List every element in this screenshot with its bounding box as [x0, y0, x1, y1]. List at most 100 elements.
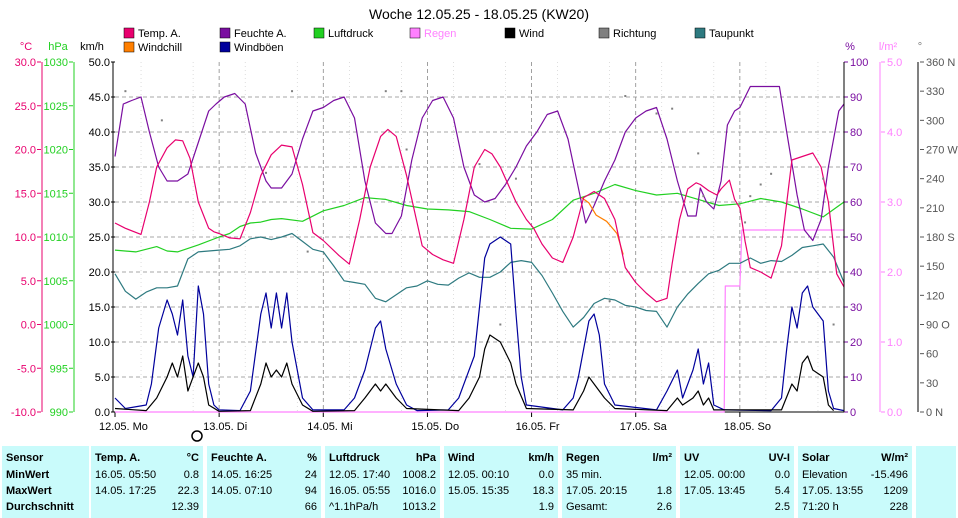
stats-row: 71:20 h 228 — [798, 499, 912, 515]
axis-tick-label: 30 — [850, 302, 862, 314]
stats-header-unit: % — [307, 452, 317, 464]
stats-row: Gesamt: 2.6 — [562, 499, 676, 515]
stats-header-unit: W/m² — [881, 452, 908, 464]
stats-row-time: ^1.1hPa/h — [329, 501, 379, 513]
direction-point — [624, 95, 627, 98]
axis-tick-label: 180 S — [926, 232, 955, 244]
legend-label: Temp. A. — [138, 28, 181, 40]
direction-point — [160, 119, 163, 122]
direction-point — [400, 90, 403, 93]
axis-tick-label: 80 — [850, 127, 862, 139]
axis-tick-label: 0 N — [926, 407, 943, 419]
stats-row: 12.05. 17:40 1008.2 — [325, 467, 440, 483]
stats-row-time: Elevation — [802, 469, 848, 481]
series-windchill — [581, 197, 624, 255]
stats-row-time: 15.05. 15:35 — [448, 485, 510, 497]
day-label: 14.05. Mi — [307, 421, 352, 433]
axis-tick-label: 995 — [50, 363, 68, 375]
axis-tick-label: 3.0 — [887, 197, 902, 209]
stats-row-time: 16.05. 05:55 — [329, 485, 391, 497]
stats-table: Sensor MinWert MaxWert Durchschnitt Temp. A.… — [0, 446, 958, 518]
legend-swatch — [123, 27, 135, 39]
legend-label: Wind — [519, 28, 544, 40]
series-luftdruck — [114, 183, 845, 253]
stats-panel-wind: Wind km/h 12.05. 00:10 0.0 15.05. 15:35 18.3 1… — [444, 446, 558, 518]
stats-row: 17.05. 13:55 1209 — [798, 483, 912, 499]
stats-row: 35 min. — [562, 467, 676, 483]
direction-point — [759, 183, 762, 186]
pressure-axis-unit: hPa — [48, 41, 68, 53]
legend-label: Luftdruck — [328, 28, 374, 40]
stats-panel-rain: Regen l/m² 35 min. 17.05. 20:15 1.8 Gesamt: 2.… — [562, 446, 676, 518]
plot-area — [114, 85, 845, 413]
stats-row-value: 1008.2 — [402, 469, 436, 481]
axis-tick-label: 2.0 — [887, 267, 902, 279]
direction-point — [749, 195, 752, 198]
stats-header-unit: UV-I — [768, 452, 790, 464]
stats-row-value: 2.5 — [774, 501, 790, 513]
axis-tick-label: 1020 — [44, 145, 68, 157]
stats-row: Elevation -15.496 — [798, 467, 912, 483]
cursor-marker[interactable] — [191, 430, 203, 442]
axis-tick-label: 360 N — [926, 57, 955, 69]
direction-point — [478, 163, 481, 166]
axis-tick-label: 20 — [850, 337, 862, 349]
legend-swatch — [598, 27, 610, 39]
day-label: 15.05. Do — [411, 421, 459, 433]
stats-row-time: 12.05. 17:40 — [329, 469, 391, 481]
direction-point — [291, 90, 294, 93]
stats-row-value: 2.6 — [656, 501, 672, 513]
weather-chart: Woche 12.05.25 - 18.05.25 (KW20) Temp. A… — [11, 6, 958, 442]
stats-row-time: 14.05. 17:25 — [95, 485, 157, 497]
axis-tick-label: 20.0 — [15, 145, 36, 157]
stats-row-value: 0.8 — [183, 469, 199, 481]
stats-header-unit: hPa — [415, 452, 436, 464]
direction-point — [671, 107, 674, 110]
legend-swatch — [219, 41, 231, 53]
stats-header-label: Sensor — [6, 452, 44, 464]
axis-tick-label: 330 — [926, 86, 944, 98]
stats-row-value: 94 — [304, 485, 317, 497]
stats-row: 12.05. 00:10 0.0 — [444, 467, 558, 483]
day-label: 17.05. Sa — [620, 421, 668, 433]
direction-point — [384, 90, 387, 93]
stats-header-row: Feuchte A.% — [207, 450, 321, 466]
axis-tick-label: 300 — [926, 115, 944, 127]
direction-point — [697, 152, 700, 155]
stats-row-value: 1.8 — [656, 485, 672, 497]
axis-tick-label: 270 W — [926, 145, 958, 157]
direction-point — [265, 171, 268, 174]
stats-row: 14.05. 16:25 24 — [207, 467, 321, 483]
stats-header-label: Regen — [566, 452, 600, 464]
axis-tick-label: 20.0 — [89, 267, 110, 279]
axis-tick-label: 40.0 — [89, 127, 110, 139]
stats-panel-blank — [916, 446, 956, 518]
axis-tick-label: 1.0 — [887, 337, 902, 349]
axis-tick-label: 1000 — [44, 320, 68, 332]
stats-row-time: 14.05. 16:25 — [211, 469, 273, 481]
axes: °C hPa km/h% l/m² ° 30.0 25.0 20.0 15.0 10.0 5.0 0.… — [11, 41, 958, 433]
stats-row-time: 71:20 h — [802, 501, 839, 513]
axis-tick-label: 50.0 — [89, 57, 110, 69]
legend-label: Richtung — [613, 28, 656, 40]
axis-tick-label: 100 — [850, 57, 868, 69]
axis-tick-label: 15.0 — [15, 188, 36, 200]
stats-row: 2.5 — [680, 499, 794, 515]
axis-tick-label: 5.0 — [887, 57, 902, 69]
axis-tick-label: 30.0 — [15, 57, 36, 69]
legend-label: Windchill — [138, 42, 182, 54]
stats-row-time: 12.05. 00:00 — [684, 469, 746, 481]
day-label: 18.05. So — [724, 421, 771, 433]
axis-tick-label: 60 — [926, 349, 938, 361]
stats-row: 16.05. 05:50 0.8 — [91, 467, 203, 483]
axis-tick-label: 0.0 — [95, 407, 110, 419]
legend-swatch — [219, 27, 231, 39]
stats-header-unit: l/m² — [652, 452, 672, 464]
axis-tick-label: 4.0 — [887, 127, 902, 139]
axis-tick-label: 1005 — [44, 276, 68, 288]
axis-tick-label: 70 — [850, 162, 862, 174]
stats-header-row: Sensor — [2, 450, 89, 466]
stats-panel-pressure: Luftdruck hPa 12.05. 17:40 1008.2 16.05. 05:… — [325, 446, 440, 518]
axis-tick-label: 45.0 — [89, 92, 110, 104]
day-label: 12.05. Mo — [99, 421, 148, 433]
